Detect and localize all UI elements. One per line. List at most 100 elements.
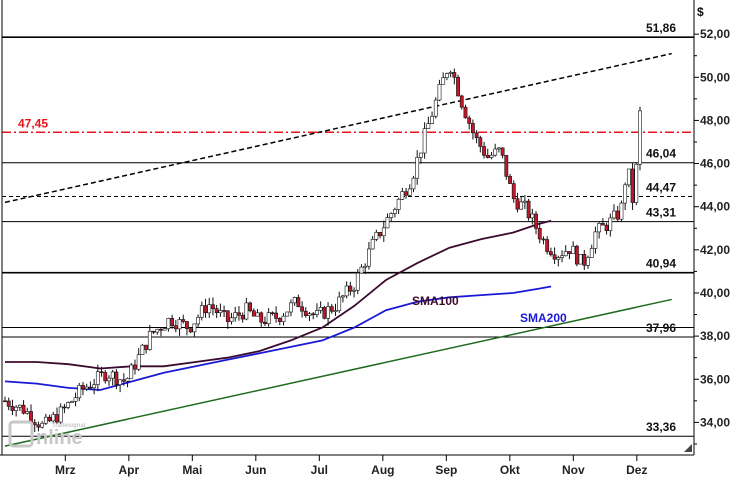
candle-body — [619, 202, 624, 220]
candle-body — [504, 155, 509, 177]
candle-body — [55, 414, 59, 423]
candle-body — [25, 411, 30, 414]
candle-body — [526, 200, 531, 219]
candle-body — [422, 128, 427, 154]
candle-body — [567, 251, 572, 254]
candle-body — [407, 188, 412, 196]
candle-body — [88, 386, 93, 389]
watermark-text: nline — [36, 427, 83, 449]
candle-body — [508, 176, 512, 184]
candle-body — [40, 422, 45, 428]
candle-body — [352, 289, 356, 292]
candle-body — [341, 295, 345, 298]
y-tick-label: 46,00 — [700, 157, 730, 171]
candle-body — [58, 406, 63, 423]
candle-body — [604, 224, 609, 231]
candle-body — [222, 310, 226, 312]
x-tick-label: Sep — [435, 463, 457, 477]
candle-body — [478, 137, 483, 147]
candle-body — [326, 306, 330, 319]
candle-body — [589, 248, 594, 258]
watermark-logo-icon — [8, 420, 34, 448]
candle-body — [623, 184, 628, 204]
candle-body — [467, 117, 472, 124]
candle-body — [263, 321, 267, 325]
candle-body — [552, 254, 557, 260]
candle-body — [333, 310, 338, 313]
candle-body — [203, 305, 208, 314]
candle-body — [136, 354, 141, 370]
candle-body — [188, 328, 193, 333]
candle-body — [270, 312, 275, 314]
candle-body — [95, 371, 100, 386]
candle-body — [43, 416, 48, 424]
candles — [3, 68, 642, 433]
candle-body — [493, 148, 498, 156]
y-tick-label: 42,00 — [700, 243, 730, 257]
candle-body — [378, 232, 382, 237]
candle-body — [374, 232, 379, 240]
level-label-7: 33,36 — [646, 420, 676, 434]
candle-body — [248, 302, 252, 312]
candle-body — [560, 255, 564, 258]
candle-body — [81, 385, 85, 390]
candle-body — [47, 416, 52, 422]
candle-body — [482, 146, 486, 156]
candle-body — [393, 209, 397, 214]
candle-body — [586, 257, 590, 266]
candle-body — [281, 315, 286, 322]
candle-body — [348, 285, 353, 292]
candle-body — [511, 183, 516, 200]
candle-body — [415, 157, 420, 179]
y-tick-label: 48,00 — [700, 113, 730, 127]
candle-body — [140, 344, 145, 355]
sma-lines — [4, 219, 552, 391]
candle-body — [582, 254, 587, 266]
x-tick-label: Mai — [182, 463, 202, 477]
candle-body — [214, 308, 219, 314]
candle-body — [452, 72, 457, 78]
candle-body — [608, 217, 613, 231]
candle-body — [519, 201, 524, 210]
candle-body — [10, 406, 15, 411]
candle-body — [240, 314, 245, 320]
candle-body — [289, 302, 293, 313]
candle-body — [107, 377, 111, 382]
candle-body — [162, 328, 167, 331]
candle-body — [277, 318, 282, 322]
candle-body — [110, 371, 115, 379]
candle-body — [433, 99, 438, 117]
candle-body — [259, 312, 264, 323]
candle-body — [315, 310, 319, 315]
candle-body — [307, 313, 312, 316]
candle-body — [634, 163, 639, 203]
candle-body — [329, 306, 334, 312]
candle-body — [300, 306, 304, 312]
candle-body — [470, 123, 475, 134]
candle-body — [563, 251, 568, 257]
x-tick-label: Aug — [371, 463, 394, 477]
candle-body — [548, 251, 553, 256]
candle-body — [185, 321, 189, 329]
candle-body — [318, 307, 323, 311]
candle-body — [593, 231, 598, 249]
candle-body — [177, 319, 182, 330]
candle-body — [489, 154, 494, 158]
candle-body — [118, 379, 123, 385]
sma200-label: SMA200 — [520, 311, 567, 325]
x-tick-label: Jul — [311, 463, 328, 477]
candle-body — [229, 317, 234, 322]
candle-body — [73, 397, 78, 402]
candle-body — [77, 385, 82, 399]
candle-body — [69, 401, 74, 403]
candle-body — [337, 296, 342, 312]
candle-body — [274, 312, 278, 319]
y-tick-label: 34,00 — [700, 415, 730, 429]
candle-body — [3, 400, 7, 403]
level-label-0: 51,86 — [646, 21, 676, 35]
candle-body — [600, 223, 605, 226]
level-label-2: 46,04 — [646, 147, 676, 161]
level-label-3: 44,47 — [646, 181, 676, 195]
level-label-1: 47,45 — [18, 116, 48, 130]
candle-body — [400, 191, 405, 200]
